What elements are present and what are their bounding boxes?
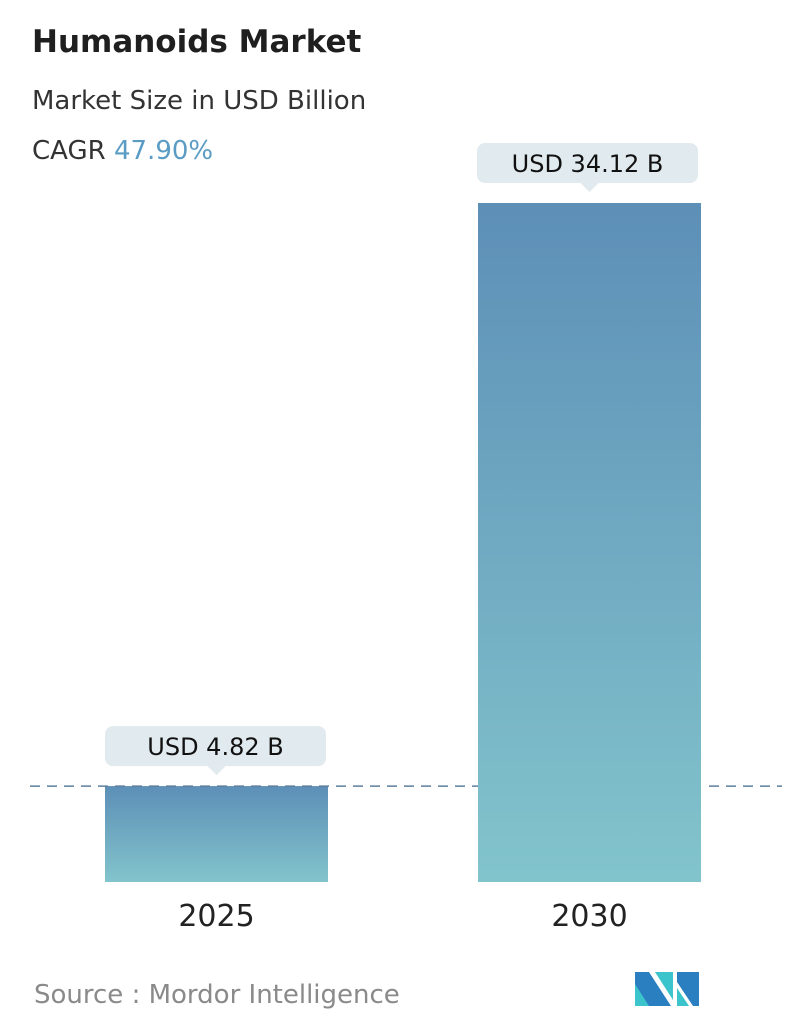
bar-2030 [478, 203, 701, 882]
chart-title: Humanoids Market [32, 24, 362, 60]
x-tick-label: 2025 [178, 899, 254, 934]
data-label: USD 4.82 B [147, 733, 283, 761]
cagr-label: CAGR [32, 136, 106, 166]
chart-subtitle: Market Size in USD Billion [32, 86, 367, 116]
bar-2025 [105, 786, 328, 882]
data-label-box [477, 143, 698, 183]
data-label-pointer [580, 183, 599, 192]
data-label: USD 34.12 B [512, 150, 664, 178]
x-tick-label: 2030 [551, 899, 627, 934]
cagr: CAGR 47.90% [32, 136, 213, 166]
data-label-box [105, 726, 326, 767]
bar-chart: USD 4.82 B 2025 USD 34.12 B 2030 [30, 143, 782, 934]
mordor-logo [635, 972, 699, 1006]
source-text: Source : Mordor Intelligence [34, 980, 400, 1010]
cagr-value: 47.90% [113, 136, 214, 166]
data-label-pointer [207, 766, 226, 776]
